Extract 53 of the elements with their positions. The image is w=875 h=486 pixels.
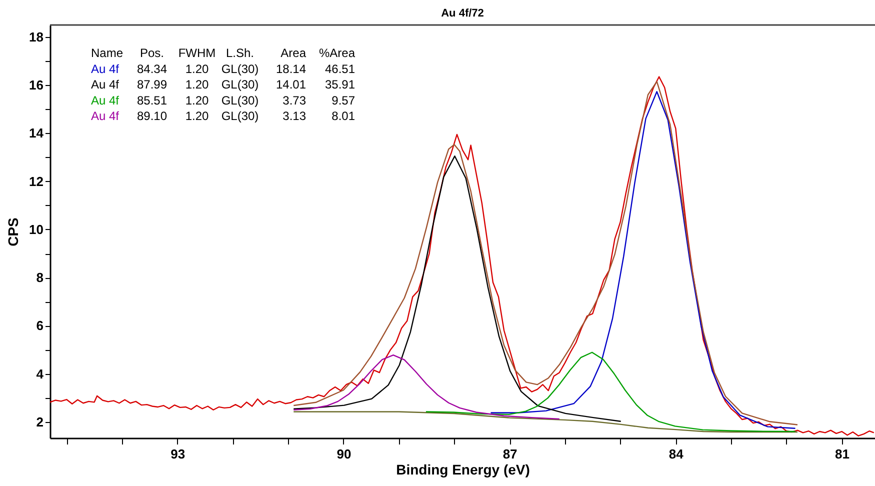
annotation: 14.01 bbox=[276, 78, 306, 92]
annotation: 89.10 bbox=[136, 109, 168, 124]
y-tick-label: 18 bbox=[29, 30, 44, 45]
y-tick-label: 10 bbox=[29, 222, 44, 237]
line-series bbox=[50, 76, 874, 436]
annotation: GL(30) bbox=[221, 62, 259, 76]
annotation: 1.20 bbox=[185, 109, 209, 124]
y-tick-label: 14 bbox=[29, 126, 44, 141]
annotation: Au 4f bbox=[91, 62, 120, 76]
y-tick-label: 4 bbox=[36, 366, 44, 382]
annotation: 84.34 bbox=[136, 62, 168, 76]
annotation: 3.73 bbox=[282, 93, 306, 108]
y-tick-label: 2 bbox=[36, 414, 44, 430]
x-tick-label: 87 bbox=[502, 446, 518, 462]
y-tick-label: 16 bbox=[29, 78, 44, 93]
annotation: 1.20 bbox=[185, 62, 209, 76]
line-series bbox=[293, 155, 622, 422]
chart-title: Au 4f/72 bbox=[441, 7, 484, 20]
line-series bbox=[490, 91, 796, 429]
line-series bbox=[293, 411, 798, 433]
y-tick-label: 12 bbox=[29, 174, 44, 189]
annotation: GL(30) bbox=[221, 78, 259, 92]
annotation: 35.91 bbox=[324, 78, 356, 92]
annotation: 9.57 bbox=[332, 93, 356, 108]
annotation: Name bbox=[91, 46, 124, 60]
annotation: FWHM bbox=[178, 46, 216, 60]
y-axis-title: CPS bbox=[5, 218, 22, 246]
annotation: 18.14 bbox=[276, 62, 306, 76]
annotation: GL(30) bbox=[221, 93, 259, 108]
annotation: Area bbox=[280, 46, 306, 60]
annotation: GL(30) bbox=[221, 109, 259, 124]
annotation: 46.51 bbox=[324, 62, 356, 76]
annotation: L.Sh. bbox=[226, 46, 254, 60]
x-tick-label: 90 bbox=[336, 446, 352, 462]
annotation: Pos. bbox=[140, 46, 164, 60]
x-axis-title: Binding Energy (eV) bbox=[396, 462, 530, 478]
annotation: Au 4f bbox=[91, 93, 120, 108]
annotation: 8.01 bbox=[332, 109, 356, 124]
x-tick-label: 93 bbox=[170, 446, 186, 462]
line-series bbox=[293, 354, 560, 420]
x-tick-label: 81 bbox=[835, 446, 850, 462]
annotation: 3.13 bbox=[282, 109, 306, 124]
annotation: 87.99 bbox=[136, 78, 168, 92]
y-tick-label: 8 bbox=[36, 270, 44, 286]
annotation: 1.20 bbox=[185, 78, 209, 92]
line-series bbox=[425, 352, 796, 432]
annotation: Au 4f bbox=[91, 109, 120, 124]
x-tick-label: 84 bbox=[668, 446, 684, 462]
annotation: 1.20 bbox=[185, 93, 209, 108]
y-tick-label: 6 bbox=[36, 318, 44, 334]
annotation: Au 4f bbox=[91, 78, 120, 92]
annotation: 85.51 bbox=[136, 93, 168, 108]
annotation: %Area bbox=[318, 46, 356, 60]
